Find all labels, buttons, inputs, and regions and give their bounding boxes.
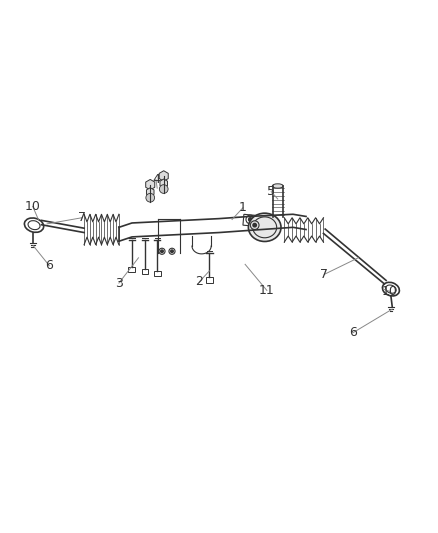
Text: 6: 6 — [349, 326, 357, 339]
Bar — [205, 277, 213, 282]
Text: 5: 5 — [267, 185, 275, 198]
Circle shape — [161, 250, 163, 253]
Bar — [128, 266, 135, 272]
Circle shape — [171, 250, 173, 253]
Text: 4: 4 — [152, 173, 160, 186]
Circle shape — [159, 184, 168, 193]
Circle shape — [251, 221, 259, 230]
Text: 7: 7 — [78, 211, 86, 224]
Circle shape — [249, 218, 252, 221]
Text: 10: 10 — [25, 200, 41, 213]
Ellipse shape — [248, 213, 281, 241]
Bar — [141, 269, 148, 274]
Bar — [154, 271, 161, 276]
Bar — [243, 214, 268, 227]
Text: 3: 3 — [115, 277, 123, 289]
Circle shape — [253, 223, 256, 227]
Text: 2: 2 — [195, 275, 203, 288]
Text: 10: 10 — [381, 285, 398, 298]
Text: 1: 1 — [239, 201, 247, 214]
Text: 11: 11 — [259, 284, 275, 297]
Text: 7: 7 — [320, 268, 328, 281]
Text: 6: 6 — [45, 259, 53, 272]
Ellipse shape — [272, 184, 283, 188]
Circle shape — [146, 193, 155, 202]
